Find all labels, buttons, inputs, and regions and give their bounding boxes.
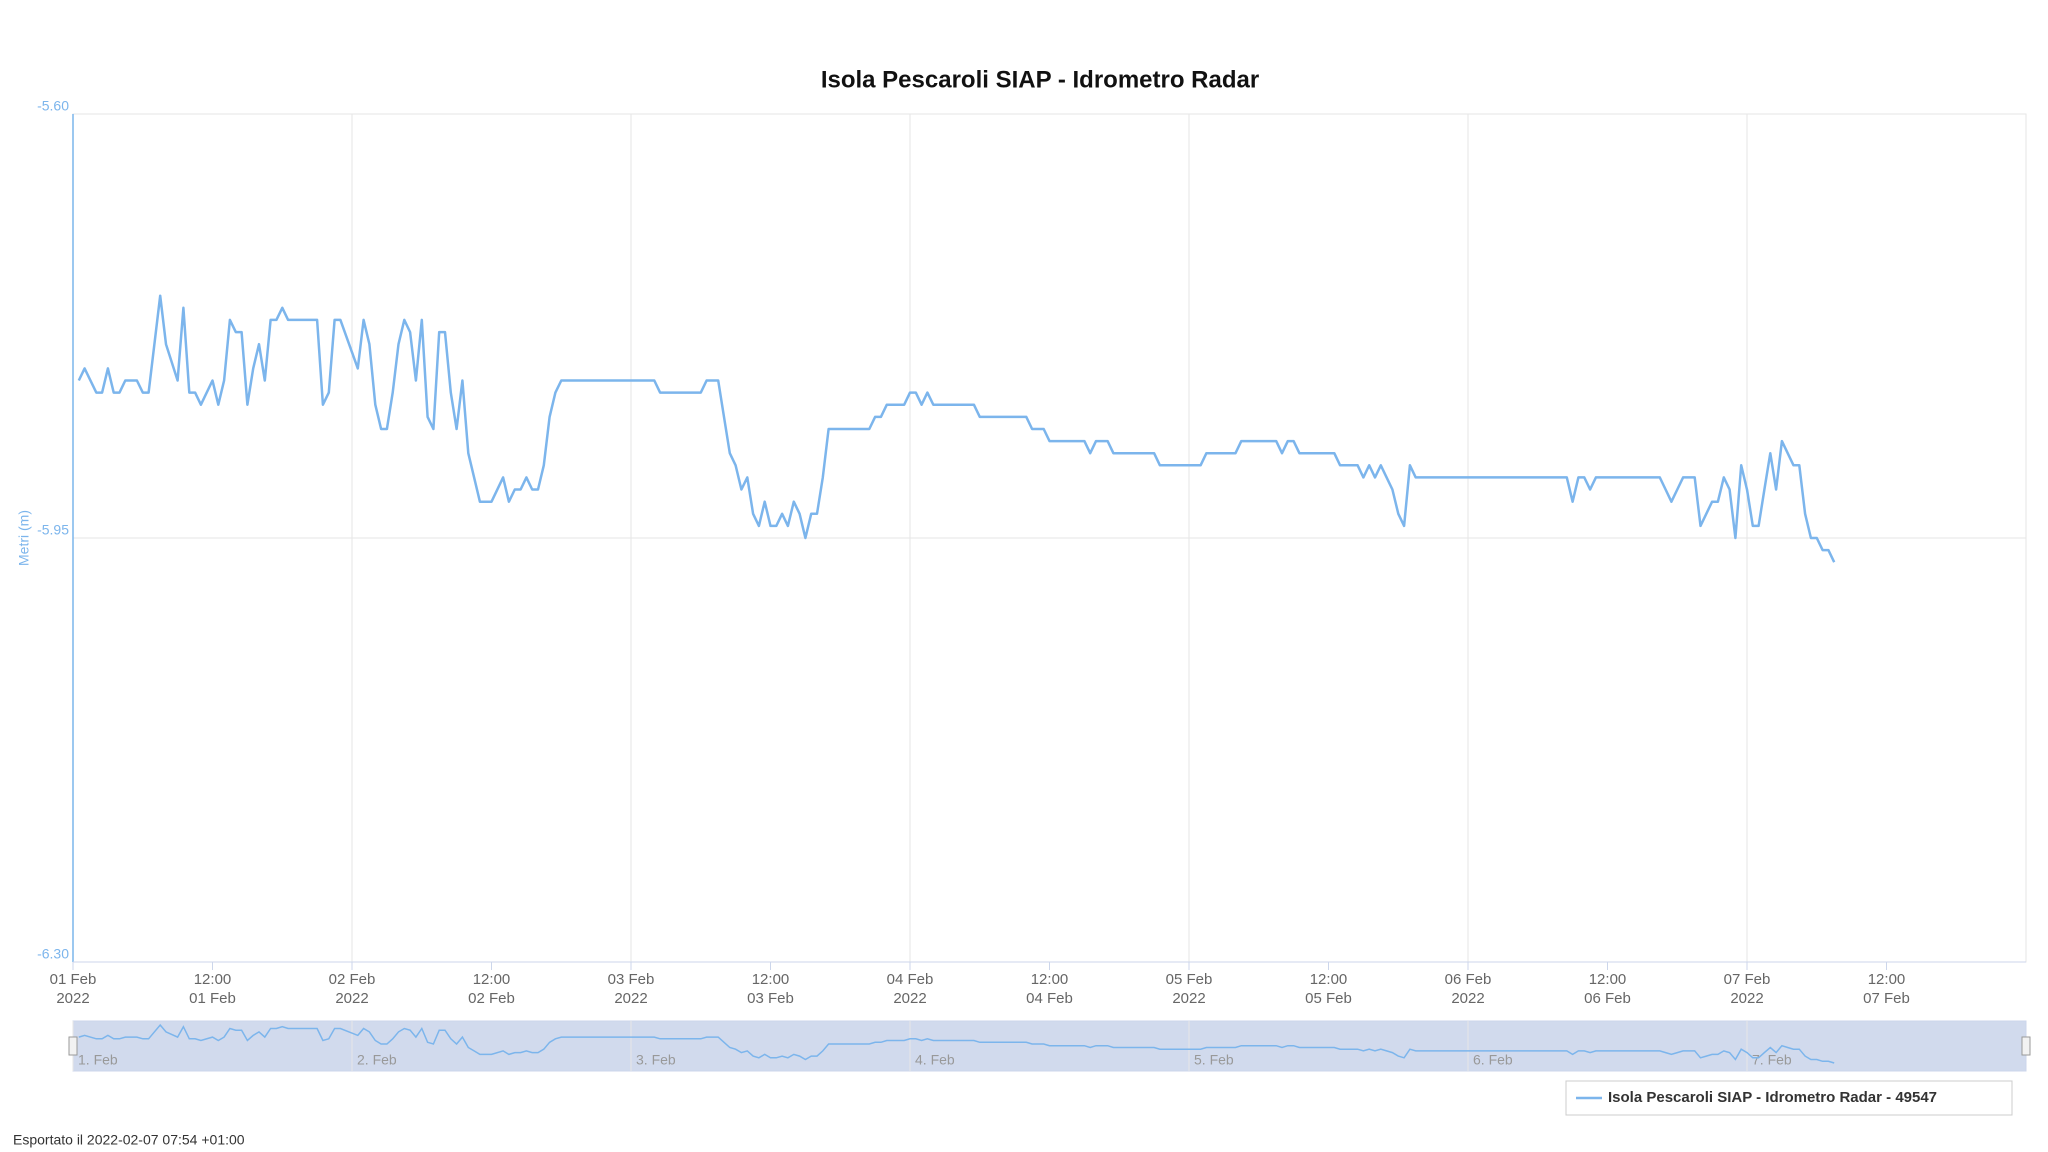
x-tick-label: 02 Feb	[329, 971, 376, 988]
navigator-label: 5. Feb	[1194, 1052, 1234, 1068]
x-tick-label: 12:00	[473, 971, 511, 988]
x-tick-label: 12:00	[1589, 971, 1627, 988]
x-tick-label: 2022	[893, 990, 926, 1007]
x-tick-label: 06 Feb	[1445, 971, 1492, 988]
x-tick-label: 07 Feb	[1863, 990, 1910, 1007]
footer: Esportato il 2022-02-07 07:54 +01:00	[13, 1132, 245, 1148]
x-tick-label: 04 Feb	[887, 971, 934, 988]
x-tick-label: 12:00	[194, 971, 232, 988]
x-tick-label: 2022	[614, 990, 647, 1007]
x-tick-label: 02 Feb	[468, 990, 515, 1007]
x-tick-label: 2022	[1172, 990, 1205, 1007]
navigator-handle	[68, 1036, 78, 1056]
navigator-label: 6. Feb	[1473, 1052, 1513, 1068]
x-tick-label: 12:00	[1031, 971, 1069, 988]
x-tick-label: 05 Feb	[1166, 971, 1213, 988]
data-line	[77, 294, 1836, 563]
y-tick-label: -5.95	[37, 522, 69, 538]
navigator-label: 2. Feb	[357, 1052, 397, 1068]
navigator-label: 4. Feb	[915, 1052, 955, 1068]
y-tick-label: -6.30	[37, 946, 69, 962]
x-tick-label: 2022	[335, 990, 368, 1007]
x-tick-label: 04 Feb	[1026, 990, 1073, 1007]
x-tick-label: 03 Feb	[747, 990, 794, 1007]
x-tick-label: 01 Feb	[50, 971, 97, 988]
navigator-label: 7. Feb	[1752, 1052, 1792, 1068]
y-axis-title: Metri (m)	[16, 510, 32, 566]
navigator-handle	[2021, 1036, 2031, 1056]
x-tick-label: 07 Feb	[1724, 971, 1771, 988]
x-tick-label: 2022	[56, 990, 89, 1007]
x-tick-label: 12:00	[752, 971, 790, 988]
x-tick-label: 06 Feb	[1584, 990, 1631, 1007]
x-tick-label: 01 Feb	[189, 990, 236, 1007]
x-tick-label: 2022	[1451, 990, 1484, 1007]
x-tick-label: 12:00	[1868, 971, 1906, 988]
legend-label: Isola Pescaroli SIAP - Idrometro Radar -…	[1608, 1089, 1937, 1106]
x-tick-label: 12:00	[1310, 971, 1348, 988]
x-tick-label: 03 Feb	[608, 971, 655, 988]
x-tick-label: 05 Feb	[1305, 990, 1352, 1007]
y-tick-label: -5.60	[37, 98, 69, 114]
navigator-label: 1. Feb	[78, 1052, 118, 1068]
navigator-label: 3. Feb	[636, 1052, 676, 1068]
navigator-line	[78, 1023, 1835, 1064]
x-tick-label: 2022	[1730, 990, 1763, 1007]
chart-title: Isola Pescaroli SIAP - Idrometro Radar	[821, 66, 1259, 93]
legend-box	[1565, 1080, 2013, 1116]
